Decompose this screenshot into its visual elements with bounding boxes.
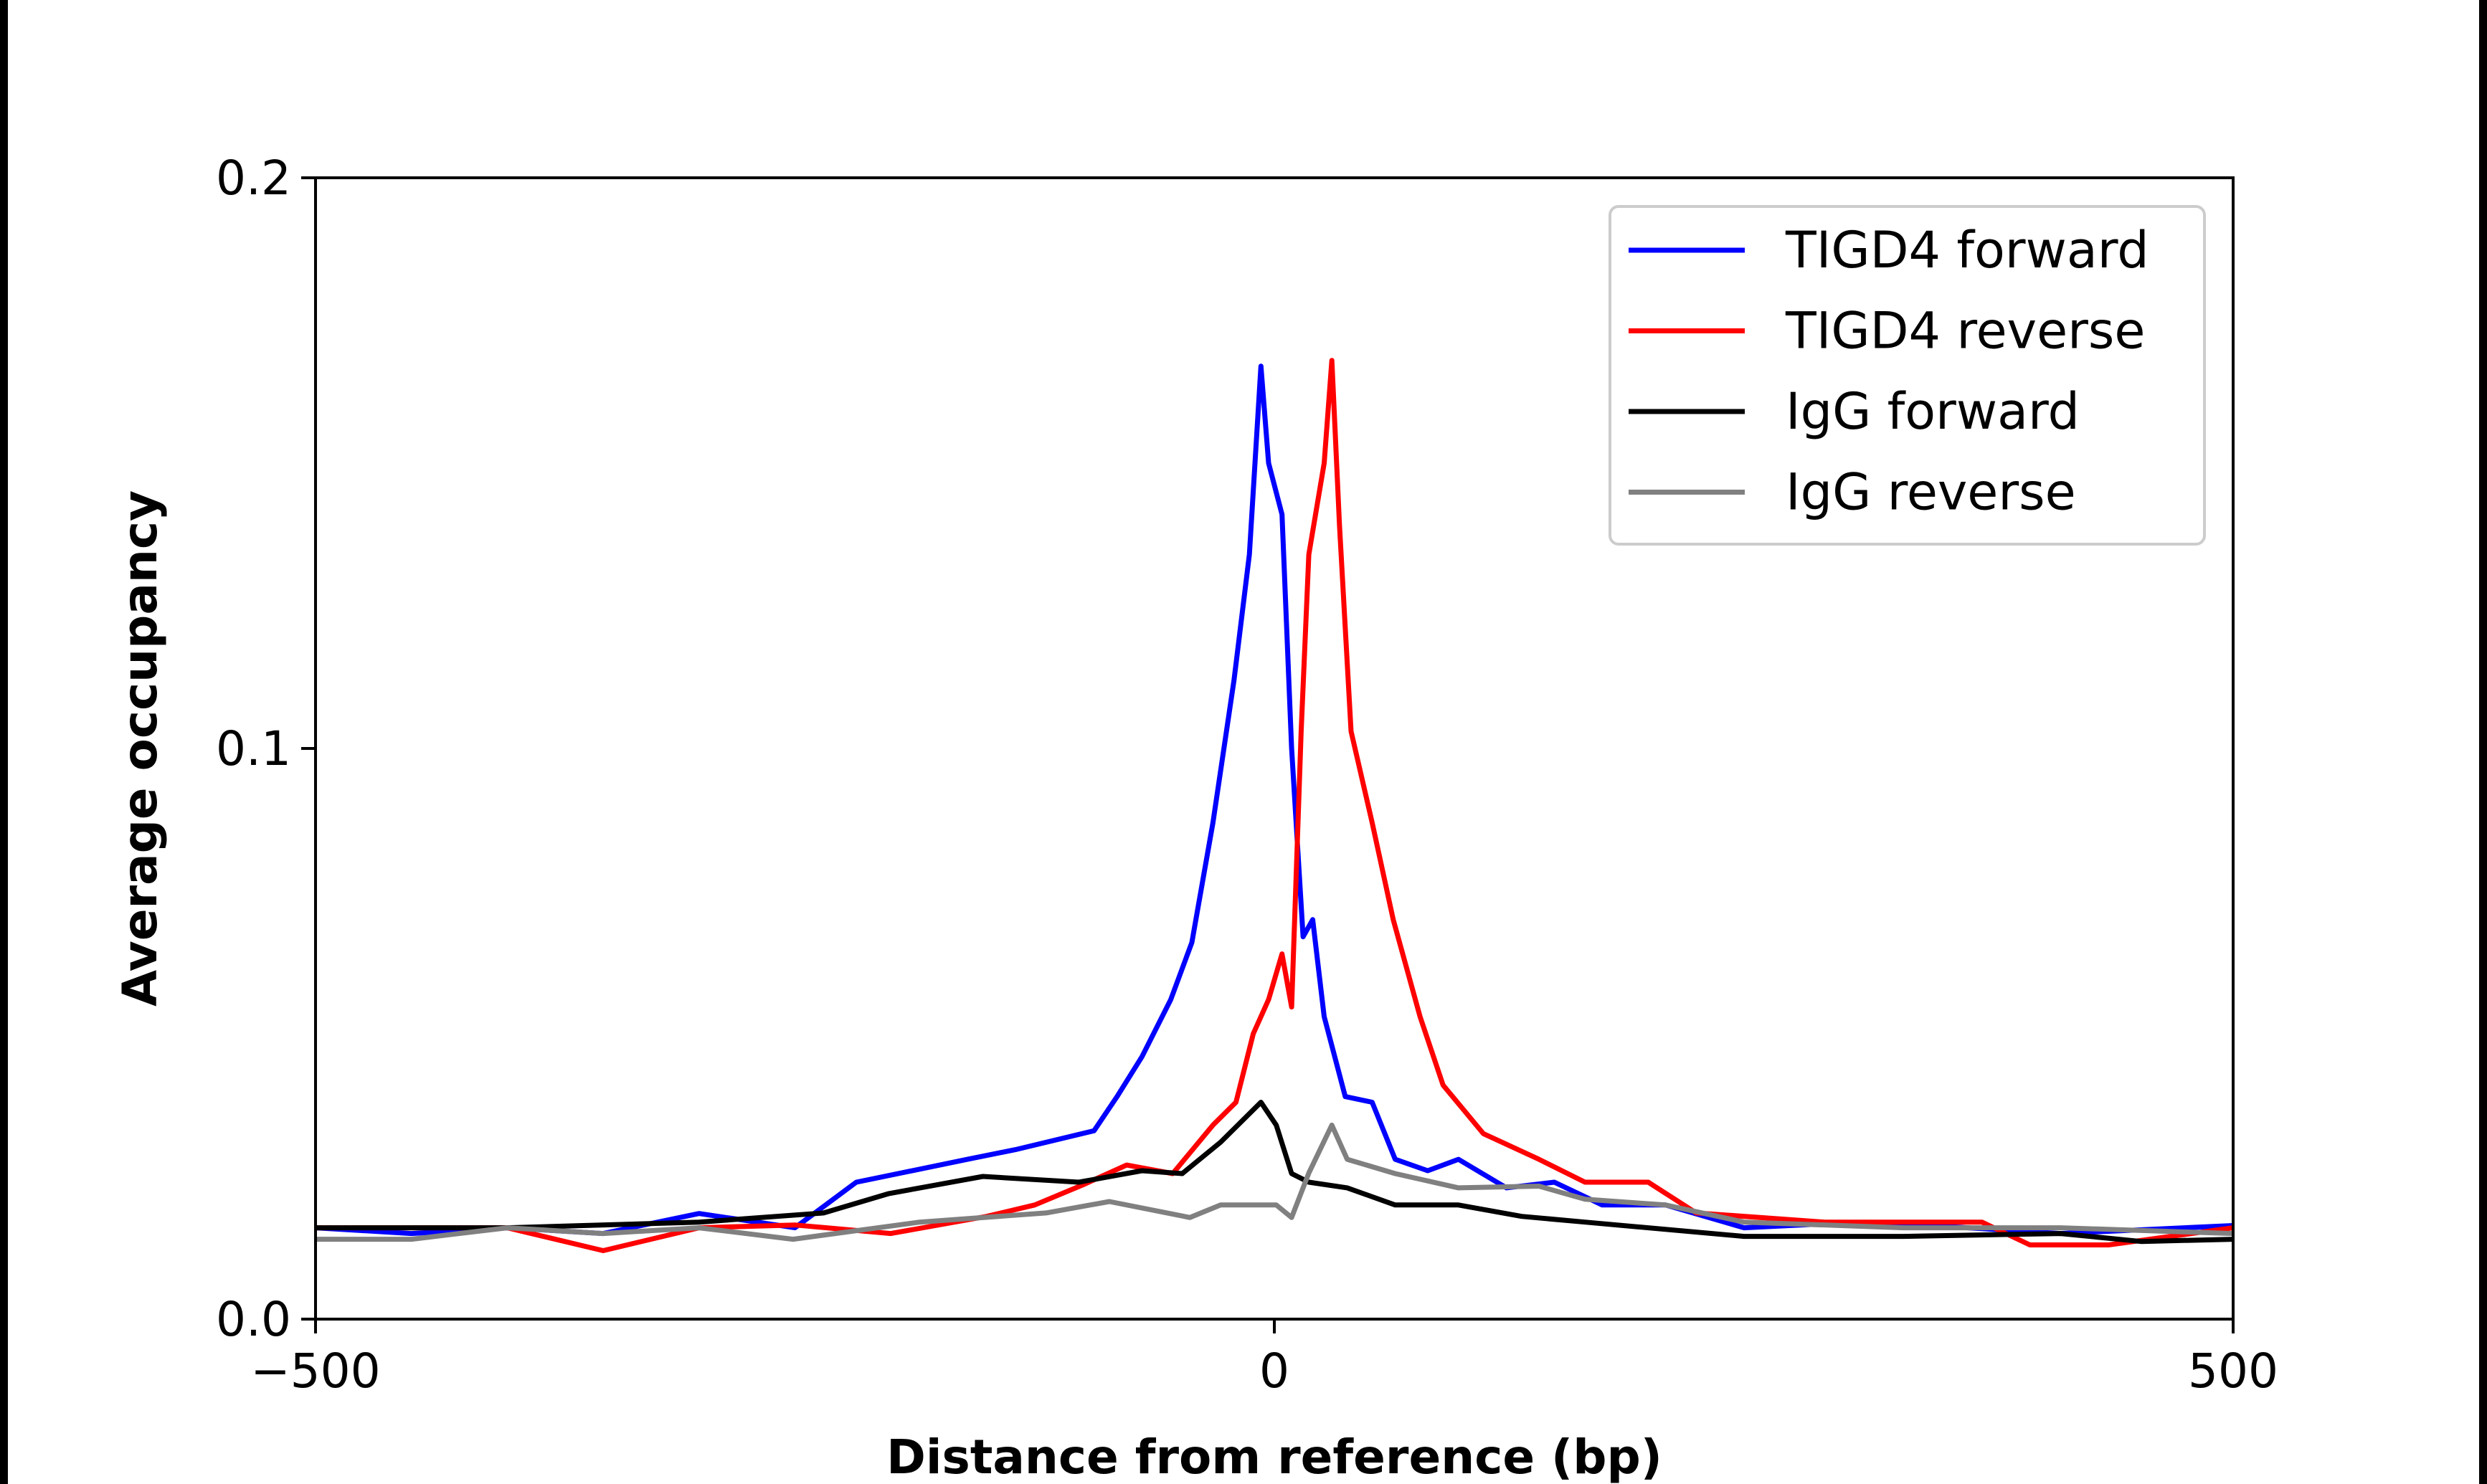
legend-label: IgG forward	[1786, 382, 2080, 441]
y-tick-label: 0.2	[216, 151, 291, 206]
legend-label: TIGD4 forward	[1785, 221, 2149, 280]
legend-item: TIGD4 reverse	[1629, 302, 2145, 361]
y-tick-label: 0.1	[216, 721, 291, 776]
right-border	[2479, 0, 2487, 1484]
legend-label: IgG reverse	[1786, 463, 2076, 522]
legend: TIGD4 forward TIGD4 reverse IgG forward IgG…	[1609, 205, 2206, 546]
x-tick-label: 0	[1259, 1343, 1289, 1399]
legend-box	[1609, 205, 2206, 546]
series-line-igg-reverse	[316, 1122, 2234, 1242]
legend-item: IgG reverse	[1629, 463, 2076, 522]
legend-item: TIGD4 forward	[1629, 221, 2149, 280]
legend-label: TIGD4 reverse	[1785, 302, 2145, 361]
x-tick-label: 500	[2188, 1343, 2278, 1399]
left-border	[0, 0, 8, 1484]
x-tick-label: −500	[250, 1343, 380, 1399]
series-lines	[315, 358, 2234, 1253]
legend-item: IgG forward	[1629, 382, 2080, 441]
x-axis-label: Distance from reference (bp)	[886, 1430, 1662, 1484]
y-tick-label: 0.0	[216, 1292, 291, 1347]
axis-ticks: −500 0 500 0.0 0.1 0.2	[216, 151, 2278, 1399]
y-axis-label: Average occupancy	[113, 490, 168, 1007]
series-line-igg-forward	[316, 1100, 2234, 1245]
